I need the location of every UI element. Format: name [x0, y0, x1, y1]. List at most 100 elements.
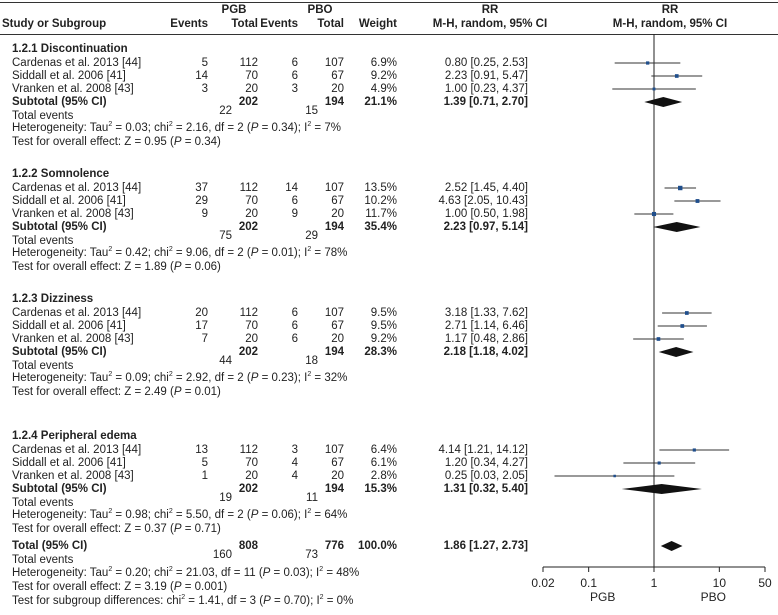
superscript: 2: [168, 246, 173, 253]
pgb-total: 70: [245, 457, 258, 469]
pbo-total: 67: [331, 457, 344, 469]
italic-p: P: [250, 372, 259, 384]
superscript: 2: [168, 121, 173, 128]
total-weight: 100.0%: [357, 540, 397, 552]
total-pbo-total: 776: [324, 540, 344, 552]
pgb-events: 20: [195, 307, 208, 319]
pbo-total: 107: [324, 182, 344, 194]
pbo-total: 20: [331, 208, 344, 220]
subtotal-weight: 28.3%: [364, 346, 397, 358]
study-ci: 2.23 [0.91, 5.47]: [444, 70, 528, 82]
divider: [0, 2, 778, 3]
header-pgb-total: Total: [231, 18, 258, 30]
header-pbo-total: Total: [317, 18, 344, 30]
text-part: = 0.03); I: [270, 567, 320, 579]
summary-diamond: [660, 541, 683, 551]
study-name: Vranken et al. 2008 [43]: [12, 470, 134, 482]
subgroup-title: 1.2.2 Somnolence: [12, 168, 110, 180]
x-tick-label: 1: [651, 576, 658, 590]
superscript: 2: [181, 594, 186, 601]
overall-effect: Test for overall effect: Z = 0.37 (P = 0…: [12, 523, 221, 536]
study-weight: 6.4%: [370, 444, 397, 456]
superscript: 2: [319, 594, 324, 601]
pbo-events: 6: [291, 333, 298, 345]
pbo-total: 107: [324, 307, 344, 319]
pgb-total: 20: [245, 208, 258, 220]
study-marker: [692, 448, 696, 452]
text-part: = 0.01); I: [258, 247, 308, 259]
pgb-total: 112: [239, 182, 258, 194]
pgb-events: 13: [195, 444, 208, 456]
subtotal-pgb-total: 202: [238, 346, 258, 358]
heterogeneity: Heterogeneity: Tau2 = 0.42; chi2 = 9.06,…: [12, 246, 347, 260]
text-part: = 0.06); I: [258, 509, 308, 521]
pgb-total: 70: [245, 320, 258, 332]
pbo-events: 6: [291, 57, 298, 69]
superscript: 2: [108, 246, 113, 253]
study-name: Siddall et al. 2006 [41]: [12, 457, 126, 469]
text-part: Heterogeneity: Tau: [12, 567, 109, 579]
subtotal-pbo-total: 194: [324, 221, 344, 233]
study-marker: [657, 461, 661, 465]
heterogeneity: Heterogeneity: Tau2 = 0.20; chi2 = 21.03…: [12, 566, 359, 580]
header-pbo-events: Events: [260, 18, 298, 30]
pbo-events: 4: [291, 470, 298, 482]
text-part: Test for overall effect: Z = 0.95 (: [12, 136, 174, 148]
subtotal-ci: 2.18 [1.18, 4.02]: [443, 346, 528, 358]
pbo-events: 3: [291, 444, 298, 456]
study-name: Vranken et al. 2008 [43]: [12, 333, 134, 345]
subtotal-ci: 2.23 [0.97, 5.14]: [443, 221, 528, 233]
italic-p: P: [173, 581, 182, 593]
text-part: Heterogeneity: Tau: [12, 372, 109, 384]
pgb-events: 29: [195, 195, 208, 207]
italic-p: P: [173, 523, 182, 535]
pgb-events: 17: [195, 320, 208, 332]
superscript: 2: [307, 371, 312, 378]
text-part: = 0.01): [181, 386, 221, 398]
study-ci: 4.14 [1.21, 14.12]: [438, 444, 528, 456]
study-name: Vranken et al. 2008 [43]: [12, 83, 134, 95]
header-study: Study or Subgroup: [2, 18, 107, 30]
text-part: = 0.001): [181, 581, 228, 593]
pbo-events: 9: [291, 208, 298, 220]
italic-p: P: [250, 247, 259, 259]
text-part: = 1.41, df = 3 (: [185, 595, 264, 607]
subtotal-pgb-total: 202: [238, 483, 258, 495]
pbo-total: 20: [331, 333, 344, 345]
study-name: Siddall et al. 2006 [41]: [12, 195, 126, 207]
study-marker: [646, 61, 650, 65]
total-events-label: Total events: [12, 235, 74, 247]
subtotal-label: Subtotal (95% CI): [12, 221, 107, 233]
subtotal-weight: 21.1%: [364, 96, 397, 108]
study-weight: 6.1%: [370, 457, 397, 469]
total-events-pgb: 44: [219, 355, 232, 367]
study-weight: 9.2%: [370, 70, 397, 82]
study-weight: 13.5%: [364, 182, 397, 194]
text-part: = 2.92, df = 2 (: [172, 372, 251, 384]
study-name: Siddall et al. 2006 [41]: [12, 70, 126, 82]
total-events-pbo: 73: [305, 549, 318, 561]
italic-p: P: [173, 261, 182, 273]
subtotal-pbo-total: 194: [324, 483, 344, 495]
summary-diamond: [644, 97, 683, 107]
superscript: 2: [168, 508, 173, 515]
x-tick-label: 10: [713, 576, 727, 590]
text-part: Test for overall effect: Z = 1.89 (: [12, 261, 174, 273]
total-events-pbo: 11: [306, 492, 318, 504]
study-marker: [684, 311, 689, 315]
pbo-total: 20: [331, 470, 344, 482]
pbo-total: 67: [331, 195, 344, 207]
italic-p: P: [263, 595, 271, 607]
total-label: Total (95% CI): [12, 540, 88, 552]
heterogeneity: Heterogeneity: Tau2 = 0.98; chi2 = 5.50,…: [12, 508, 347, 522]
pgb-total: 70: [245, 70, 258, 82]
overall-effect: Test for overall effect: Z = 3.19 (P = 0…: [12, 581, 227, 594]
pbo-total: 107: [324, 444, 344, 456]
text-part: = 7%: [311, 122, 341, 134]
subtotal-weight: 15.3%: [364, 483, 397, 495]
total-events-pbo: 18: [305, 355, 318, 367]
study-weight: 9.5%: [370, 320, 397, 332]
study-name: Vranken et al. 2008 [43]: [12, 208, 134, 220]
pbo-events: 4: [291, 457, 298, 469]
